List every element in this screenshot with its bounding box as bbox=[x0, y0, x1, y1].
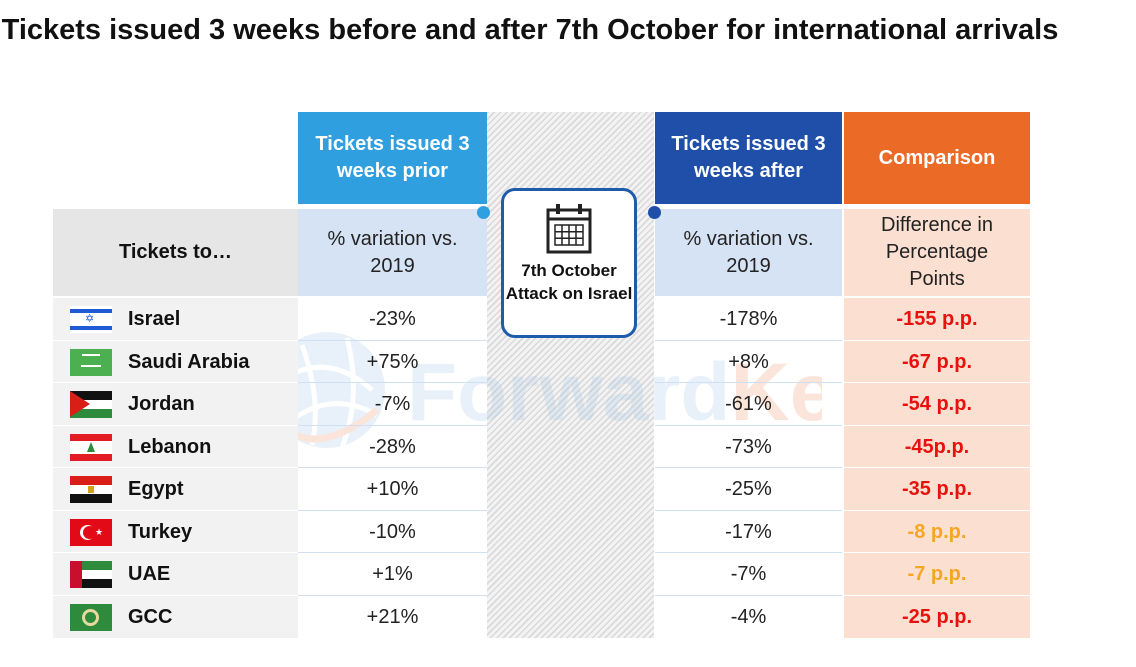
country-cell: UAE bbox=[53, 553, 298, 595]
prior-variation-cell: -7% bbox=[374, 392, 411, 415]
row-divider bbox=[298, 552, 487, 553]
row-divider bbox=[844, 382, 1030, 383]
comparison-cell: -35 p.p. bbox=[844, 468, 1030, 510]
prior-variation-cell: -28% bbox=[369, 435, 416, 458]
header-after: Tickets issued 3 weeks after bbox=[655, 112, 842, 204]
country-name: Lebanon bbox=[128, 435, 212, 458]
lebanon-flag-icon bbox=[70, 433, 112, 461]
row-divider bbox=[298, 595, 487, 596]
row-divider bbox=[655, 467, 842, 468]
comparison-cell: -45p.p. bbox=[844, 426, 1030, 468]
comparison-cell: -67 p.p. bbox=[844, 341, 1030, 383]
country-name: Jordan bbox=[128, 392, 195, 415]
country-name: UAE bbox=[128, 562, 171, 585]
subheader-tickets-to: Tickets to… bbox=[53, 209, 298, 296]
prior-variation-cell: -10% bbox=[369, 520, 416, 543]
row-divider bbox=[298, 425, 487, 426]
prior-variation-cell: +75% bbox=[366, 350, 419, 373]
row-divider bbox=[298, 467, 487, 468]
country-cell: Jordan bbox=[53, 383, 298, 425]
comparison-cell: -7 p.p. bbox=[844, 553, 1030, 595]
row-divider bbox=[53, 510, 298, 511]
row-divider bbox=[844, 340, 1030, 341]
header-comparison: Comparison bbox=[844, 112, 1030, 204]
country-cell: Egypt bbox=[53, 468, 298, 510]
row-divider bbox=[655, 510, 842, 511]
saudi-flag-icon bbox=[70, 348, 112, 376]
after-variation-cell: -4% bbox=[730, 605, 767, 628]
country-name: Turkey bbox=[128, 520, 193, 543]
row-divider bbox=[53, 467, 298, 468]
comparison-cell: -8 p.p. bbox=[844, 511, 1030, 553]
prior-variation-cell: +1% bbox=[372, 562, 413, 585]
row-divider bbox=[655, 552, 842, 553]
country-cell: ✡ Israel bbox=[53, 298, 298, 340]
row-divider bbox=[844, 425, 1030, 426]
after-variation-cell: -25% bbox=[725, 477, 772, 500]
after-variation-cell: +8% bbox=[728, 350, 769, 373]
row-divider bbox=[298, 510, 487, 511]
row-divider bbox=[844, 510, 1030, 511]
gcc-flag-icon bbox=[70, 603, 112, 631]
after-variation-cell: -17% bbox=[725, 520, 772, 543]
row-divider bbox=[655, 382, 842, 383]
country-name: Egypt bbox=[128, 477, 184, 500]
comparison-cell: -155 p.p. bbox=[844, 298, 1030, 340]
row-divider bbox=[655, 340, 842, 341]
country-name: Saudi Arabia bbox=[128, 350, 250, 373]
country-name: GCC bbox=[128, 605, 173, 628]
prior-variation-cell: +10% bbox=[366, 477, 419, 500]
comparison-cell: -25 p.p. bbox=[844, 596, 1030, 638]
after-variation-cell: -61% bbox=[725, 392, 772, 415]
comparison-cell: -54 p.p. bbox=[844, 383, 1030, 425]
israel-flag-icon: ✡ bbox=[70, 305, 112, 333]
row-divider bbox=[53, 382, 298, 383]
country-cell: GCC bbox=[53, 596, 298, 638]
egypt-flag-icon bbox=[70, 475, 112, 503]
row-divider bbox=[53, 595, 298, 596]
event-label: 7th October Attack on Israel bbox=[505, 261, 633, 303]
row-divider bbox=[298, 382, 487, 383]
connector-dot-right bbox=[648, 206, 661, 219]
jordan-flag-icon bbox=[70, 390, 112, 418]
country-cell: Saudi Arabia bbox=[53, 341, 298, 383]
row-divider bbox=[844, 595, 1030, 596]
prior-variation-cell: -23% bbox=[369, 307, 416, 330]
country-cell: Lebanon bbox=[53, 426, 298, 468]
country-cell: ★ Turkey bbox=[53, 511, 298, 553]
row-divider bbox=[298, 340, 487, 341]
country-name: Israel bbox=[128, 307, 181, 330]
subheader-comparison: Difference in Percentage Points bbox=[844, 209, 1030, 296]
calendar-icon bbox=[546, 204, 592, 254]
subheader-after: % variation vs. 2019 bbox=[655, 209, 842, 296]
after-variation-cell: -178% bbox=[719, 307, 778, 330]
row-divider bbox=[844, 467, 1030, 468]
after-variation-cell: -7% bbox=[730, 562, 767, 585]
uae-flag-icon bbox=[70, 560, 112, 588]
row-divider bbox=[53, 552, 298, 553]
row-divider bbox=[53, 425, 298, 426]
subheader-prior: % variation vs. 2019 bbox=[298, 209, 487, 296]
header-prior: Tickets issued 3 weeks prior bbox=[298, 112, 487, 204]
row-divider bbox=[844, 552, 1030, 553]
event-box: 7th October Attack on Israel bbox=[501, 188, 637, 338]
row-divider bbox=[655, 595, 842, 596]
after-variation-cell: -73% bbox=[725, 435, 772, 458]
connector-dot-left bbox=[477, 206, 490, 219]
page-title: Tickets issued 3 weeks before and after … bbox=[1, 14, 1059, 46]
row-divider bbox=[53, 340, 298, 341]
row-divider bbox=[655, 425, 842, 426]
turkey-flag-icon: ★ bbox=[70, 518, 112, 546]
prior-variation-cell: +21% bbox=[366, 605, 419, 628]
